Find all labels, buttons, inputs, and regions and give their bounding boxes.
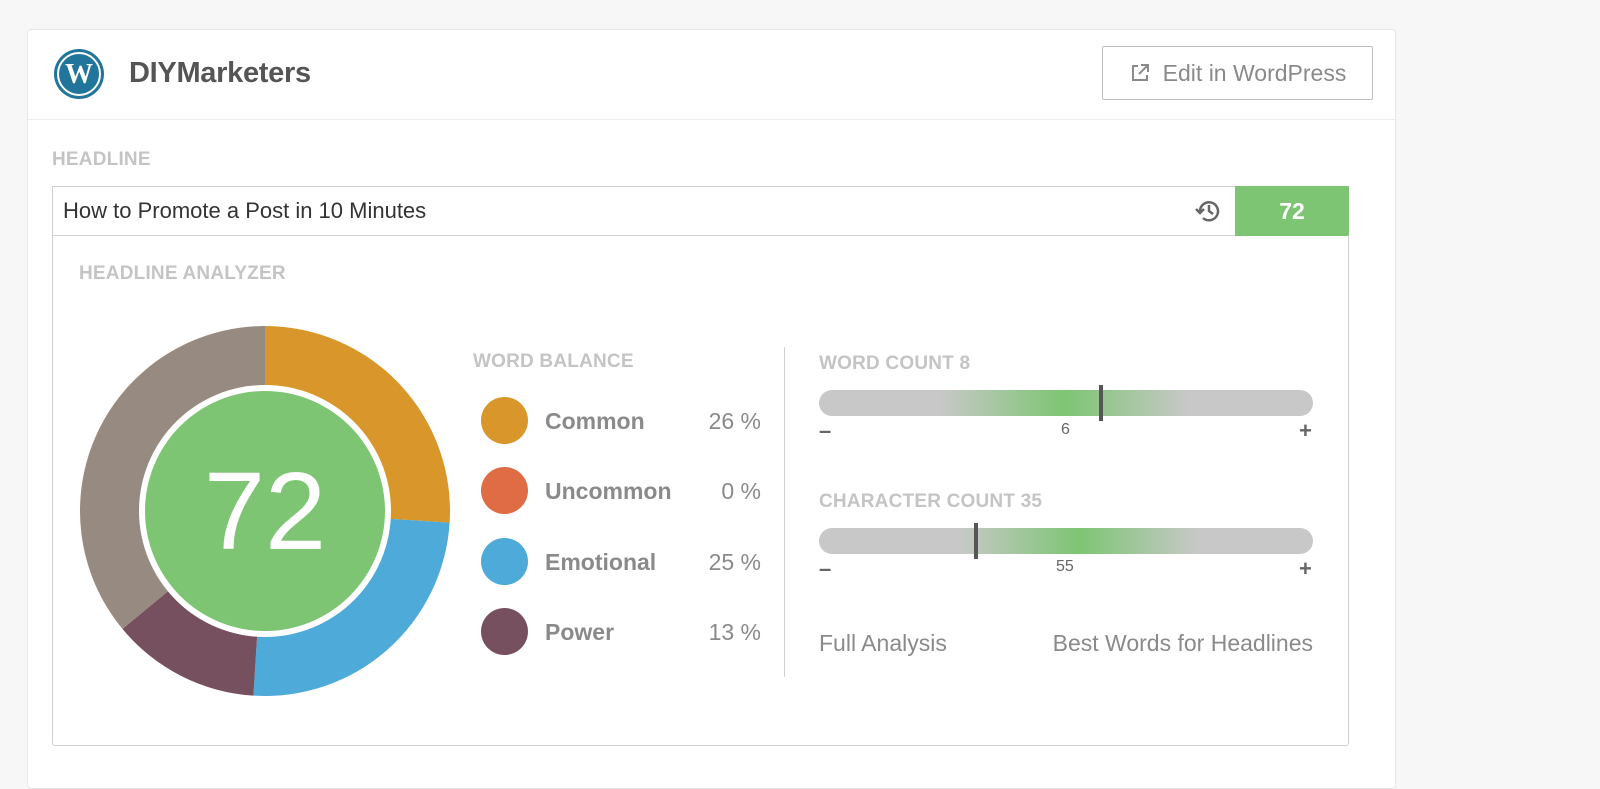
word-count-ideal-tick: 6	[1061, 421, 1070, 438]
word-count-meter	[819, 390, 1313, 416]
wordpress-logo-icon: W	[54, 49, 104, 99]
legend-percent: 0 %	[721, 478, 761, 504]
headline-analyzer-panel: HEADLINE ANALYZER 72 WORD BALANCE Common…	[52, 235, 1349, 746]
headline-input[interactable]	[53, 187, 1191, 235]
edit-button-label: Edit in WordPress	[1162, 59, 1347, 86]
character-count-minus: –	[819, 556, 832, 581]
emotional-color-dot	[481, 538, 528, 585]
headline-row: 72	[52, 186, 1349, 236]
legend-name: Uncommon	[545, 478, 672, 504]
legend-item-emotional: Emotional 25 %	[481, 538, 761, 586]
history-icon[interactable]	[1191, 187, 1225, 235]
word-count-marker	[1099, 385, 1104, 421]
card-header: W DIYMarketers Edit in WordPress	[28, 30, 1395, 120]
word-balance-label: WORD BALANCE	[473, 351, 634, 372]
legend-percent: 25 %	[708, 549, 761, 575]
legend-name: Power	[545, 619, 615, 645]
legend-percent: 13 %	[708, 619, 761, 645]
external-link-icon	[1131, 64, 1149, 81]
full-analysis-link[interactable]: Full Analysis	[819, 630, 947, 656]
character-count-meter	[819, 528, 1313, 554]
legend-item-uncommon: Uncommon 0 %	[481, 467, 761, 515]
legend-name: Common	[545, 408, 645, 434]
score-circle	[145, 391, 385, 631]
word-count-ideal-range	[939, 390, 1189, 416]
character-count-marker	[974, 523, 979, 559]
legend-item-power: Power 13 %	[481, 608, 761, 656]
character-count-label: CHARACTER COUNT 35	[819, 491, 1043, 512]
legend-percent: 26 %	[708, 408, 761, 434]
headline-card: W DIYMarketers Edit in WordPress HEADLIN…	[27, 29, 1396, 789]
common-color-dot	[481, 397, 528, 444]
character-count-ideal-tick: 55	[1056, 558, 1074, 575]
legend-name: Emotional	[545, 549, 657, 575]
word-count-plus: +	[1299, 418, 1312, 443]
headline-score-badge: 72	[1235, 186, 1349, 236]
uncommon-color-dot	[481, 467, 528, 514]
legend-item-common: Common 26 %	[481, 397, 761, 445]
panel-divider	[784, 347, 785, 677]
site-name: DIYMarketers	[129, 57, 311, 89]
character-count-ideal-range	[959, 528, 1199, 554]
power-color-dot	[481, 608, 528, 655]
character-count-plus: +	[1299, 556, 1312, 581]
headline-section-label: HEADLINE	[52, 149, 151, 170]
analyzer-section-label: HEADLINE ANALYZER	[79, 263, 286, 284]
word-balance-donut-chart: 72	[80, 326, 450, 696]
edit-in-wordpress-button[interactable]: Edit in WordPress	[1102, 46, 1373, 100]
word-count-label: WORD COUNT 8	[819, 353, 971, 374]
word-count-minus: –	[819, 418, 832, 443]
svg-text:W: W	[65, 59, 93, 90]
best-words-link[interactable]: Best Words for Headlines	[1052, 630, 1313, 656]
donut-score-label: 72	[204, 450, 326, 573]
